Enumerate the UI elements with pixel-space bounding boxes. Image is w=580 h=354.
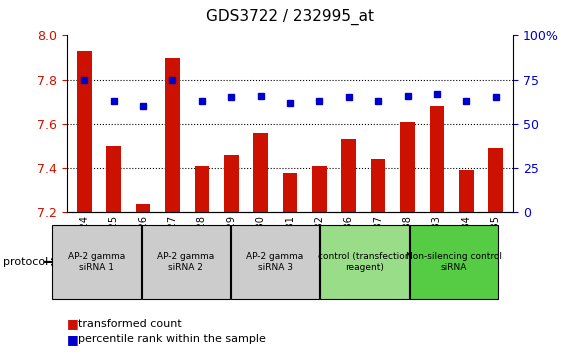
Bar (459, 170, 474, 212)
Bar (430, 106, 444, 212)
Text: ■: ■ (67, 333, 78, 346)
Text: AP-2 gamma
siRNA 1: AP-2 gamma siRNA 1 (68, 252, 125, 272)
Bar (342, 139, 356, 212)
Bar (488, 148, 503, 212)
Bar (165, 57, 180, 212)
Bar (400, 122, 415, 212)
Text: GDS3722 / 232995_at: GDS3722 / 232995_at (206, 9, 374, 25)
Text: ■: ■ (67, 318, 78, 330)
Bar (106, 146, 121, 212)
Text: AP-2 gamma
siRNA 2: AP-2 gamma siRNA 2 (157, 252, 215, 272)
Bar (194, 166, 209, 212)
Text: protocol: protocol (3, 257, 48, 267)
Bar (136, 204, 150, 212)
Bar (409, 225, 498, 299)
Text: AP-2 gamma
siRNA 3: AP-2 gamma siRNA 3 (246, 252, 304, 272)
Text: percentile rank within the sample: percentile rank within the sample (78, 334, 266, 344)
Bar (282, 173, 298, 212)
Bar (371, 159, 386, 212)
Bar (224, 155, 238, 212)
Text: Non-silencing control
siRNA: Non-silencing control siRNA (406, 252, 502, 272)
Bar (77, 51, 92, 212)
Bar (312, 166, 327, 212)
Bar (52, 225, 140, 299)
Bar (142, 225, 230, 299)
Text: control (transfection
reagent): control (transfection reagent) (318, 252, 411, 272)
Bar (253, 133, 268, 212)
Bar (320, 225, 408, 299)
Text: transformed count: transformed count (78, 319, 182, 329)
Bar (231, 225, 319, 299)
